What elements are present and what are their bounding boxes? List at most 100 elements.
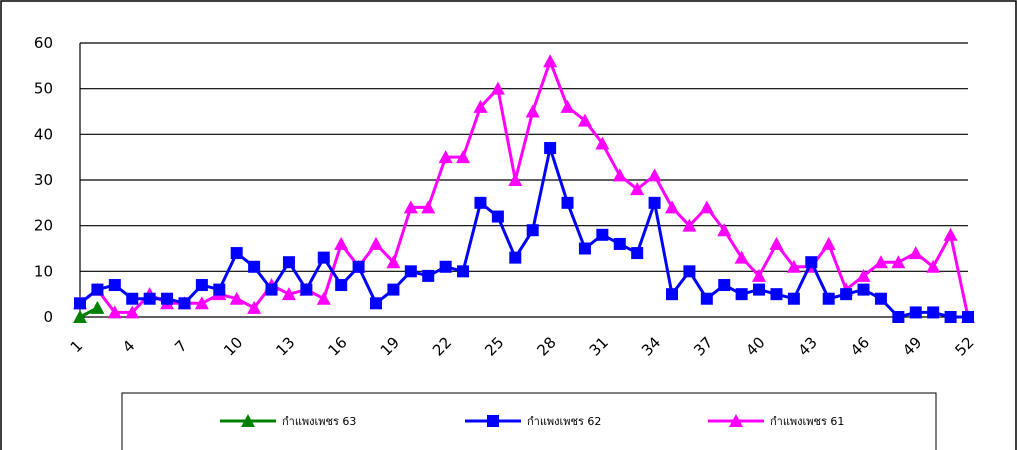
data-point (474, 196, 487, 209)
data-point (317, 251, 330, 264)
data-point (107, 305, 122, 319)
data-point (943, 227, 958, 241)
data-point (683, 265, 696, 278)
data-point (666, 288, 678, 301)
data-point (403, 200, 418, 214)
data-point (491, 210, 504, 223)
y-tick-label: 0 (43, 308, 53, 326)
data-point (126, 292, 139, 305)
data-point (805, 256, 818, 269)
y-tick-label: 60 (34, 34, 53, 52)
data-point (873, 255, 888, 269)
data-point (717, 223, 732, 237)
data-point (612, 168, 627, 182)
legend-label: กำแพงเพชร 62 (527, 415, 601, 428)
data-point (387, 283, 400, 296)
data-point (927, 306, 940, 319)
series-008000 (73, 300, 105, 323)
data-point (178, 297, 191, 310)
data-point (161, 292, 174, 305)
data-point (682, 218, 697, 232)
y-axis: 0 10 20 30 40 50 60 (34, 34, 81, 326)
data-point (334, 236, 349, 250)
data-point (856, 268, 871, 282)
data-point (769, 236, 784, 250)
y-tick-label: 50 (34, 80, 53, 98)
legend: กำแพงเพชร 63 กำแพงเพชร 62 กำแพงเพชร 61 (121, 392, 937, 450)
data-point (560, 99, 575, 113)
y-tick-label: 30 (34, 171, 53, 189)
data-point (577, 113, 592, 127)
data-point (821, 236, 836, 250)
data-point (73, 310, 87, 323)
data-point (578, 242, 591, 255)
data-point (544, 142, 557, 155)
data-point (630, 182, 645, 196)
data-point (509, 251, 522, 264)
data-point (316, 291, 331, 305)
data-point (700, 292, 713, 305)
data-point (213, 283, 226, 296)
data-point (143, 292, 156, 305)
data-point (195, 279, 208, 292)
data-point (490, 81, 505, 95)
data-point (457, 265, 470, 278)
data-point (487, 415, 499, 427)
data-point (822, 292, 835, 305)
data-point (648, 196, 661, 209)
data-point (962, 311, 974, 323)
data-point (194, 296, 209, 310)
data-point (282, 256, 295, 269)
data-point (647, 168, 662, 182)
data-point (891, 255, 906, 269)
data-point (386, 255, 401, 269)
data-point (369, 236, 383, 250)
data-point (561, 196, 574, 209)
data-point (526, 224, 539, 237)
data-point (908, 246, 923, 260)
data-point (699, 200, 714, 214)
data-point (729, 414, 743, 427)
data-point (248, 260, 261, 273)
data-point (300, 283, 313, 296)
legend-label: กำแพงเพชร 61 (770, 415, 844, 428)
data-point (335, 279, 348, 292)
data-point (840, 288, 853, 301)
data-point (281, 287, 296, 301)
data-point (857, 283, 870, 296)
data-point (631, 247, 644, 260)
data-point (752, 268, 767, 282)
data-point (108, 279, 121, 292)
series-line (79, 146, 968, 319)
data-point (734, 250, 749, 264)
data-point (665, 200, 679, 214)
data-point (125, 305, 140, 319)
data-point (438, 150, 453, 164)
data-point (508, 173, 523, 186)
data-point (735, 288, 748, 301)
data-point (229, 291, 244, 305)
series-line (79, 59, 970, 318)
data-point (753, 283, 766, 296)
data-point (247, 300, 262, 314)
data-point (265, 283, 278, 296)
data-point (422, 269, 435, 282)
data-point (241, 414, 255, 427)
data-point (230, 247, 243, 260)
data-point (74, 297, 86, 310)
legend-label: กำแพงเพชร 63 (282, 415, 356, 428)
data-point (909, 306, 922, 319)
data-point (90, 300, 105, 314)
data-point (525, 104, 540, 118)
data-point (370, 297, 382, 310)
data-point (787, 292, 800, 305)
data-point (718, 279, 731, 292)
data-point (892, 311, 905, 323)
y-tick-label: 20 (34, 217, 53, 235)
data-point (421, 200, 436, 214)
data-point (613, 237, 626, 250)
data-point (404, 265, 417, 278)
data-point (439, 260, 452, 273)
